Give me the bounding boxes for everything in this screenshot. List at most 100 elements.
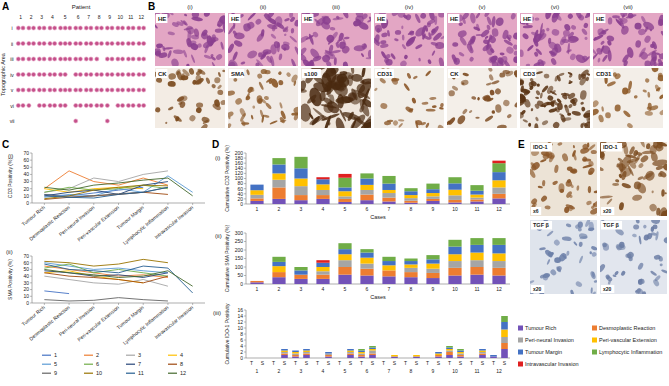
bar-segment bbox=[402, 358, 409, 359]
cell bbox=[600, 263, 606, 273]
bar-segment bbox=[446, 346, 453, 347]
group-label: 1 bbox=[256, 368, 259, 374]
core bbox=[42, 41, 46, 45]
label-box bbox=[531, 207, 541, 215]
y-tick bbox=[244, 158, 246, 159]
bar-segment bbox=[250, 190, 263, 195]
bar-segment bbox=[314, 358, 321, 359]
x-tick-label: Intravascular Invasion bbox=[153, 204, 194, 240]
legend-label: 2 bbox=[96, 352, 99, 358]
y-tick-label: 100 bbox=[235, 264, 244, 270]
x-tick-label: S bbox=[327, 360, 331, 366]
series-line bbox=[44, 273, 168, 283]
label: vi bbox=[10, 103, 14, 109]
cell bbox=[210, 56, 216, 62]
bar-segment bbox=[272, 187, 285, 198]
x-tick-label: S bbox=[503, 360, 507, 366]
core bbox=[42, 103, 46, 107]
cell bbox=[269, 77, 279, 89]
y-tick bbox=[244, 198, 246, 199]
cell bbox=[491, 110, 495, 114]
bar-segment bbox=[402, 358, 409, 359]
cell bbox=[530, 108, 533, 112]
bar-segment bbox=[303, 355, 310, 358]
cell bbox=[201, 116, 211, 124]
bar-segment bbox=[314, 358, 321, 359]
cell bbox=[457, 29, 468, 38]
micrograph-texture bbox=[155, 68, 225, 128]
bar-segment bbox=[426, 255, 439, 259]
cell bbox=[653, 225, 658, 230]
cell bbox=[632, 194, 643, 202]
cell bbox=[452, 42, 458, 47]
legend-swatch bbox=[42, 355, 51, 356]
cell bbox=[487, 68, 493, 72]
y-tick-label: 50 bbox=[23, 164, 29, 170]
cell bbox=[561, 39, 569, 44]
cell bbox=[578, 74, 581, 80]
cell bbox=[466, 43, 475, 54]
cell bbox=[489, 34, 492, 40]
cell bbox=[563, 29, 571, 37]
legend-swatch bbox=[168, 355, 177, 356]
bar-segment bbox=[380, 358, 387, 359]
cell bbox=[522, 88, 528, 93]
bar-segment bbox=[426, 278, 439, 284]
x-tick-label: T bbox=[382, 360, 385, 366]
x-tick-label: Lymphocytic Inflammation bbox=[122, 204, 170, 246]
cell bbox=[602, 242, 608, 248]
cell bbox=[246, 49, 258, 60]
cell bbox=[367, 19, 371, 23]
cell bbox=[560, 114, 567, 123]
cell bbox=[155, 107, 161, 113]
column-label: (ii) bbox=[260, 4, 267, 10]
cell bbox=[578, 241, 583, 247]
y-tick bbox=[244, 188, 246, 189]
core bbox=[48, 88, 52, 92]
cell bbox=[615, 18, 622, 27]
micrograph-bg bbox=[155, 68, 225, 128]
cell bbox=[527, 44, 535, 52]
cell bbox=[214, 77, 221, 83]
bar-segment bbox=[402, 358, 409, 359]
bar-segment bbox=[404, 188, 417, 191]
y-tick bbox=[30, 153, 32, 154]
cell bbox=[558, 183, 564, 192]
series-line bbox=[44, 264, 192, 293]
x-tick-label: S bbox=[393, 360, 397, 366]
cell bbox=[359, 105, 366, 113]
cell bbox=[155, 24, 158, 29]
cell bbox=[486, 24, 491, 30]
bar-segment bbox=[501, 330, 508, 338]
cell bbox=[301, 35, 309, 44]
cell bbox=[552, 180, 559, 186]
bar-segment bbox=[338, 267, 351, 275]
bar-segment bbox=[358, 357, 365, 359]
cell bbox=[535, 116, 540, 121]
bar-segment bbox=[303, 354, 310, 356]
core bbox=[37, 26, 41, 30]
y-tick-label: 4 bbox=[240, 343, 243, 349]
cell bbox=[403, 54, 408, 59]
cell bbox=[601, 106, 604, 112]
micrograph-texture bbox=[449, 13, 517, 66]
bar-segment bbox=[492, 261, 505, 268]
bar-segment bbox=[347, 349, 354, 351]
core bbox=[31, 72, 35, 76]
core bbox=[16, 57, 20, 61]
cell bbox=[528, 123, 532, 127]
y-tick bbox=[244, 250, 246, 251]
cell bbox=[325, 33, 336, 44]
bar-segment bbox=[492, 187, 505, 193]
cell bbox=[542, 273, 550, 279]
cell bbox=[460, 79, 469, 86]
series-line bbox=[44, 185, 168, 199]
bar-segment bbox=[281, 349, 288, 350]
cell bbox=[635, 220, 640, 224]
cell bbox=[182, 20, 188, 27]
core bbox=[48, 57, 52, 61]
cell bbox=[600, 40, 605, 45]
label-box bbox=[531, 221, 552, 230]
core bbox=[126, 57, 130, 61]
cell bbox=[557, 142, 563, 146]
